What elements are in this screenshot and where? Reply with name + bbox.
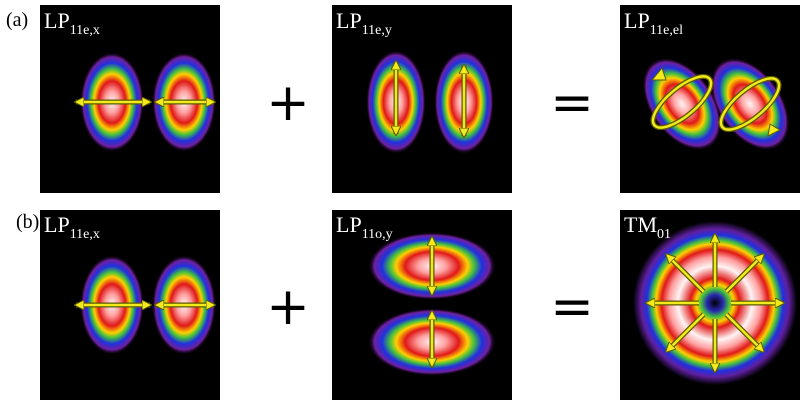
row-tag: (b) bbox=[16, 211, 39, 233]
operator: = bbox=[550, 277, 594, 337]
operator: + bbox=[266, 277, 310, 337]
row-b: (b) LP11e,x + LP11o,y = TM01 bbox=[16, 210, 800, 400]
panel: LP11e,y bbox=[332, 5, 512, 193]
panel: LP11e,el bbox=[620, 5, 801, 193]
panel: LP11o,y bbox=[332, 210, 512, 400]
row-tag: (a) bbox=[6, 9, 28, 31]
row-a: (a) LP11e,x + LP11e,y = bbox=[6, 5, 801, 193]
operator: + bbox=[266, 73, 310, 133]
operator: = bbox=[550, 73, 594, 133]
panel: LP11e,x bbox=[40, 5, 220, 193]
figure: (a) LP11e,x + LP11e,y = bbox=[0, 0, 801, 401]
panel: TM01 bbox=[620, 210, 800, 400]
panel: LP11e,x bbox=[40, 210, 220, 400]
